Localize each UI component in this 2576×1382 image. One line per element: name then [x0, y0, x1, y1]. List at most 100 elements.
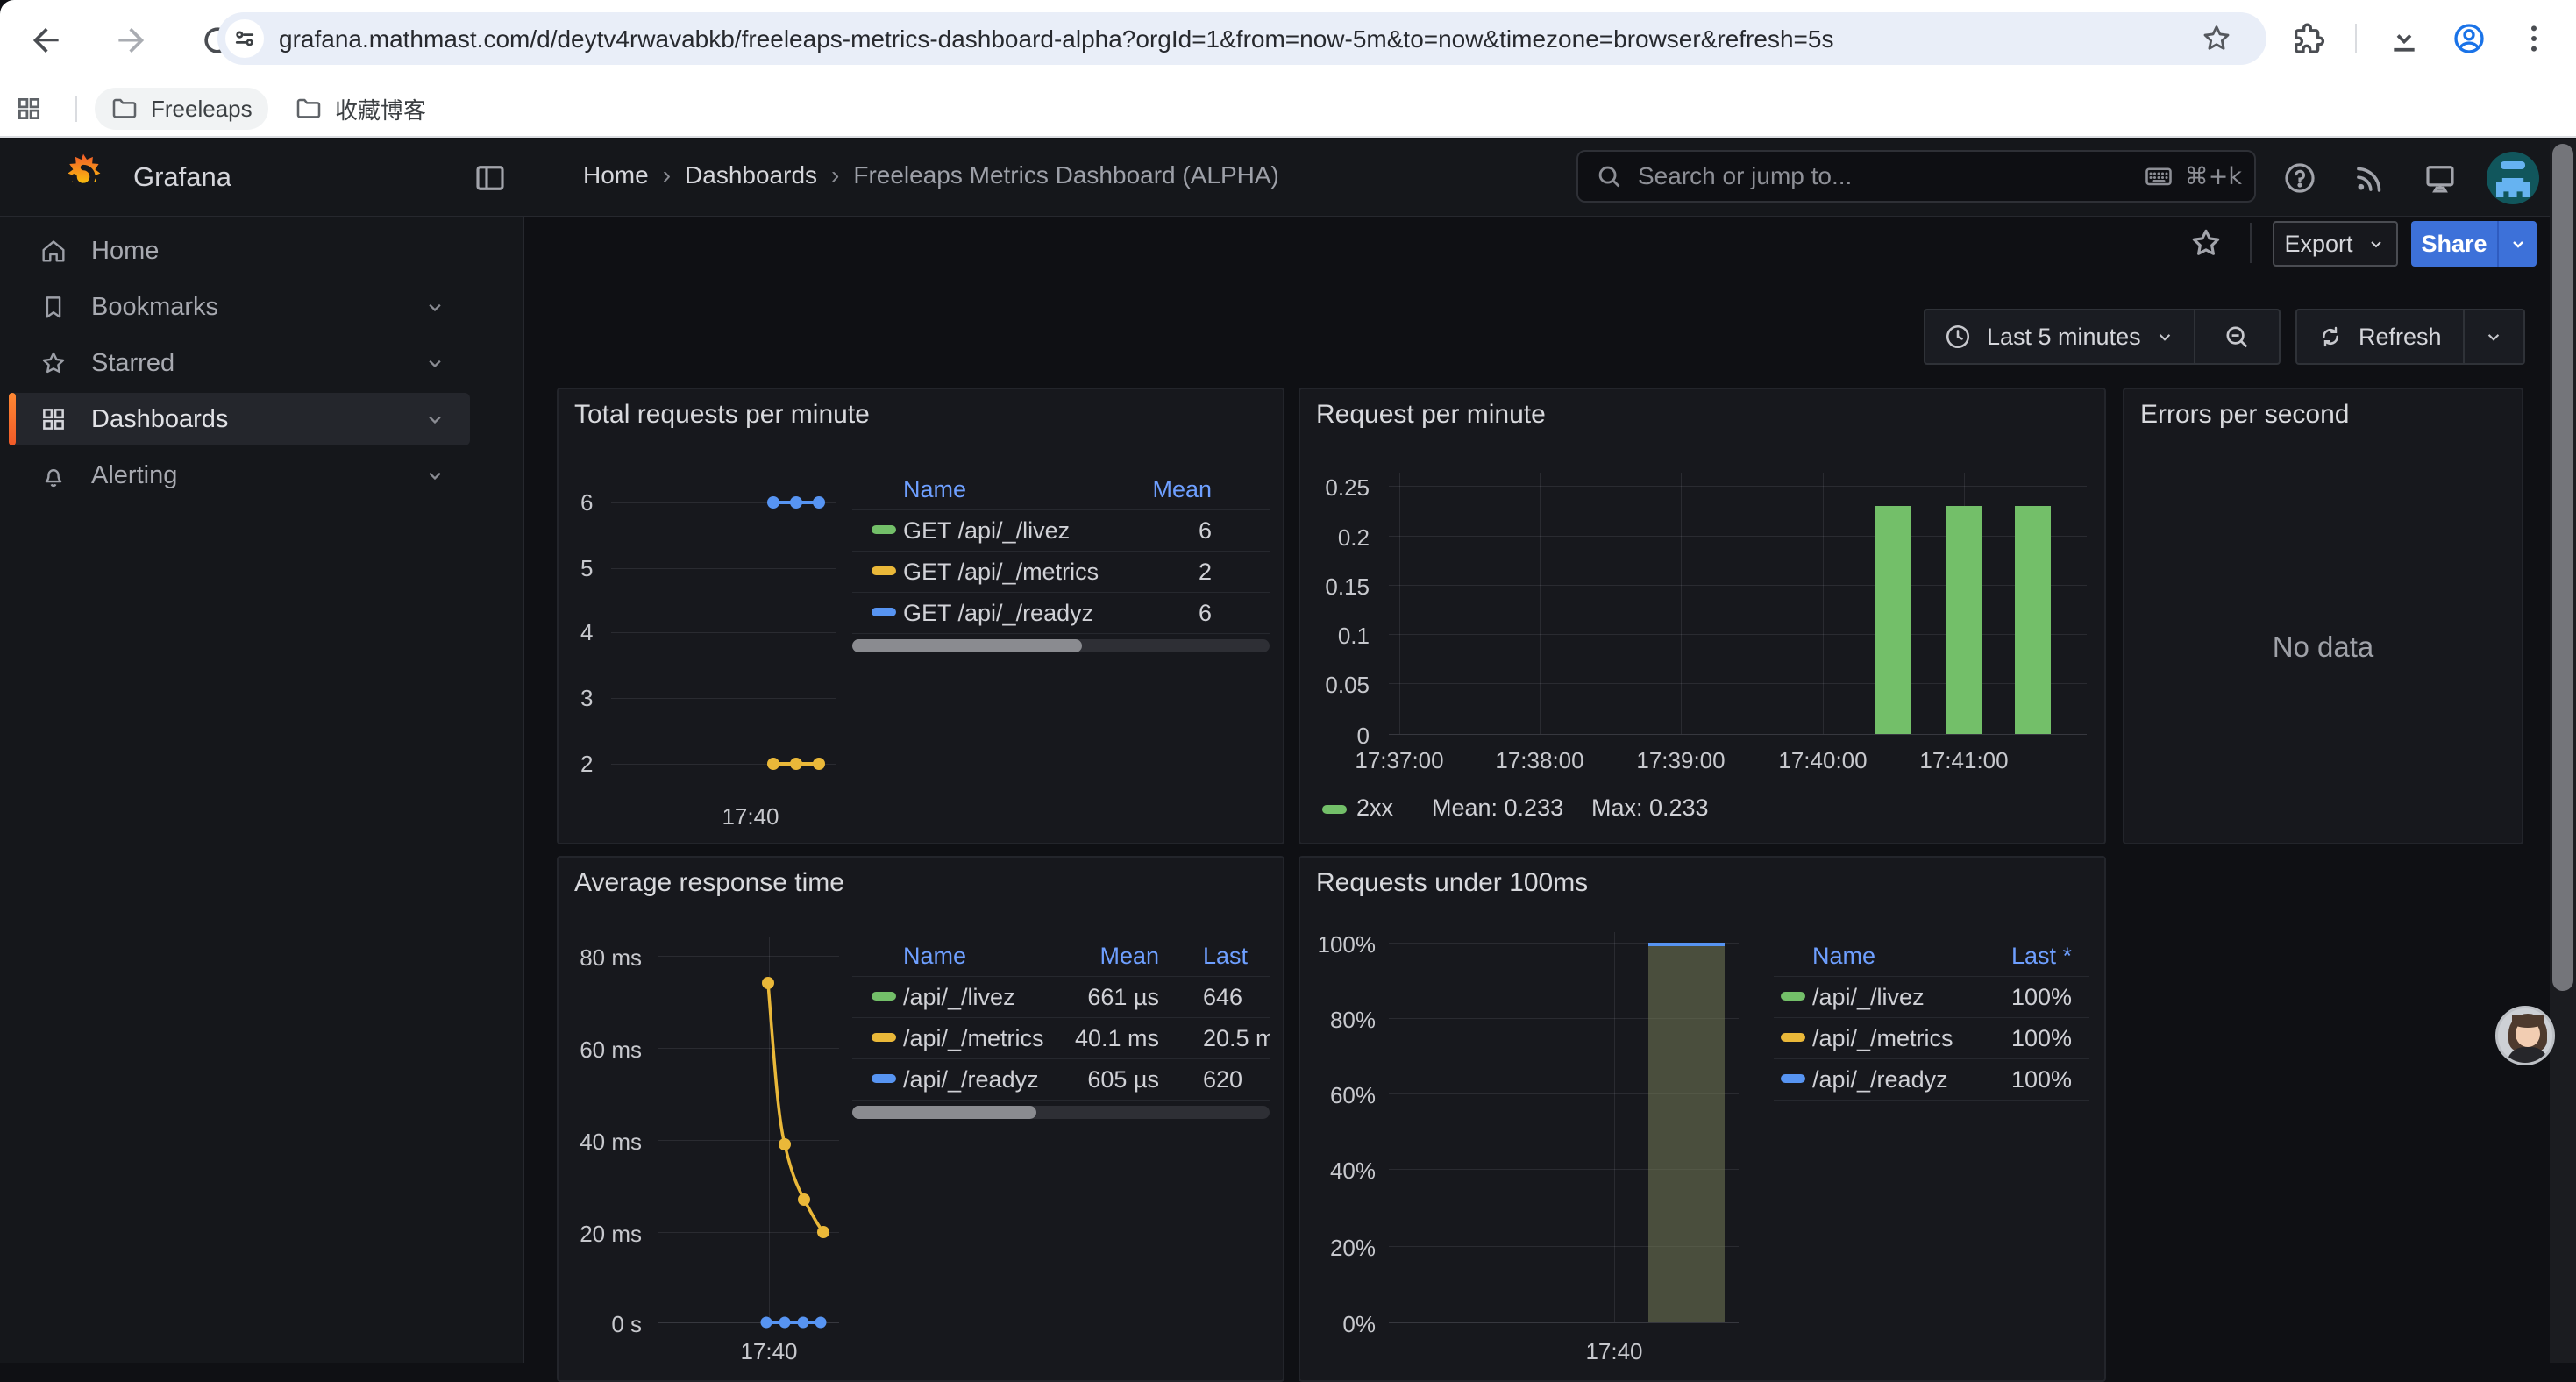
series-swatch[interactable] [872, 525, 896, 534]
breadcrumb-home[interactable]: Home [583, 161, 649, 189]
chevron-down-icon[interactable] [423, 351, 447, 375]
bookmarks-divider [75, 96, 77, 122]
browser-toolbar: grafana.mathmast.com/d/deytv4rwavabkb/fr… [0, 0, 2576, 81]
chevron-down-icon[interactable] [423, 295, 447, 319]
panel-requests-under-100ms[interactable]: Requests under 100ms 100% 80% 60% 40% 20… [1299, 856, 2106, 1382]
series-swatch[interactable] [872, 608, 896, 616]
series-swatch[interactable] [872, 992, 896, 1001]
series-swatch[interactable] [1781, 1074, 1805, 1083]
sidebar-toggle-icon[interactable] [472, 160, 509, 196]
chevron-down-icon[interactable] [423, 463, 447, 488]
panel-errors-per-second[interactable]: Errors per second No data [2123, 388, 2523, 844]
share-button[interactable]: Share [2411, 221, 2497, 267]
downloads-icon[interactable] [2387, 21, 2422, 56]
legend-hscrollbar[interactable] [852, 1106, 1270, 1119]
back-icon[interactable] [26, 21, 65, 60]
chevron-down-icon[interactable] [423, 407, 447, 431]
site-settings-icon[interactable] [225, 19, 264, 58]
bar[interactable] [1946, 506, 1982, 734]
legend-series[interactable]: 2xx [1356, 794, 1394, 821]
legend-name[interactable]: /api/_/livez [903, 984, 1015, 1010]
legend-header-last[interactable]: Last * [1203, 943, 1254, 969]
series-swatch[interactable] [1781, 1033, 1805, 1042]
export-button[interactable]: Export [2273, 221, 2398, 267]
legend-name[interactable]: GET /api/_/livez [903, 517, 1071, 544]
news-rss-icon[interactable] [2352, 160, 2388, 196]
series-swatch[interactable] [1781, 992, 1805, 1001]
legend-header-name[interactable]: Name [903, 476, 967, 502]
breadcrumb-dashboards[interactable]: Dashboards [685, 161, 818, 189]
sidebar-item-label: Bookmarks [91, 292, 219, 321]
bookmark-folder-blogs[interactable]: 收藏博客 [279, 88, 442, 130]
panel-total-requests[interactable]: Total requests per minute 6 5 4 3 2 17:4… [557, 388, 1284, 844]
grafana-logo[interactable] [58, 151, 109, 202]
sidebar-item-starred[interactable]: Starred [9, 337, 470, 389]
search-shortcut: ⌘+k [2184, 162, 2242, 190]
legend-name[interactable]: /api/_/readyz [1812, 1066, 1948, 1093]
menu-icon[interactable] [2516, 21, 2551, 56]
panel-avg-response-time[interactable]: Average response time 80 ms 60 ms 40 ms … [557, 856, 1284, 1382]
y-tick: 0.1 [1337, 623, 1370, 649]
forward-icon[interactable] [112, 21, 151, 60]
legend-header-name[interactable]: Name [903, 943, 967, 969]
zoom-out-icon[interactable] [2222, 322, 2252, 352]
extensions-icon[interactable] [2290, 21, 2325, 56]
panel-title: Requests under 100ms [1316, 868, 1589, 897]
clock-icon [1943, 322, 1973, 352]
x-tick: 17:40:00 [1778, 747, 1868, 773]
bookmark-star-icon[interactable] [2200, 22, 2233, 55]
y-tick: 4 [580, 619, 594, 645]
y-tick: 6 [580, 489, 594, 516]
legend-header-name[interactable]: Name [1812, 943, 1876, 969]
address-bar[interactable]: grafana.mathmast.com/d/deytv4rwavabkb/fr… [217, 12, 2266, 65]
display-icon[interactable] [2422, 160, 2459, 196]
y-tick: 80 ms [580, 944, 642, 971]
chevron-down-icon [2153, 325, 2176, 348]
panel-request-per-minute[interactable]: Request per minute 0.25 0.2 0.15 0.1 0.0… [1299, 388, 2106, 844]
assistant-avatar[interactable] [2495, 1006, 2555, 1065]
sidebar-item-alerting[interactable]: Alerting [9, 449, 470, 502]
legend-mean: 40.1 ms [1074, 1025, 1159, 1051]
time-range-label[interactable]: Last 5 minutes [1987, 323, 2141, 350]
legend-name[interactable]: GET /api/_/readyz [903, 600, 1094, 626]
favorite-dashboard-star-icon[interactable] [2188, 224, 2224, 261]
chevron-down-icon[interactable] [2482, 325, 2505, 348]
legend-hscrollbar[interactable] [852, 639, 1270, 652]
legend-header-mean[interactable]: Mean [1099, 943, 1159, 969]
page-scrollbar[interactable] [2550, 139, 2576, 1363]
apps-grid-icon[interactable] [14, 94, 44, 124]
legend-header-last[interactable]: Last * [2010, 943, 2072, 969]
brand-title: Grafana [133, 161, 232, 192]
sidebar-item-home[interactable]: Home [9, 224, 470, 277]
legend-name[interactable]: /api/_/metrics [1812, 1025, 1953, 1051]
profile-icon[interactable] [2451, 21, 2487, 56]
legend-name[interactable]: GET /api/_/metrics [903, 559, 1099, 585]
legend-name[interactable]: /api/_/livez [1812, 984, 1925, 1010]
series-swatch[interactable] [872, 1074, 896, 1083]
sidebar-item-dashboards[interactable]: Dashboards [9, 393, 470, 445]
area-series[interactable] [1648, 943, 1725, 1322]
legend-last: 620 [1203, 1066, 1243, 1093]
bookmark-folder-freeleaps[interactable]: Freeleaps [95, 88, 268, 130]
search-input[interactable]: Search or jump to... ⌘+k [1576, 150, 2256, 203]
legend-name[interactable]: /api/_/readyz [903, 1066, 1039, 1093]
legend-name[interactable]: /api/_/metrics [903, 1025, 1044, 1051]
bar[interactable] [2015, 506, 2051, 734]
help-icon[interactable] [2281, 160, 2318, 196]
user-avatar[interactable] [2487, 152, 2539, 204]
series-swatch[interactable] [872, 566, 896, 575]
legend-header-mean[interactable]: Mean [1152, 476, 1212, 502]
share-menu-button[interactable] [2497, 221, 2537, 267]
series-swatch[interactable] [872, 1033, 896, 1042]
bookmark-label: 收藏博客 [335, 96, 427, 124]
sidebar-item-bookmarks[interactable]: Bookmarks [9, 281, 470, 333]
folder-icon [295, 95, 323, 123]
url-text[interactable]: grafana.mathmast.com/d/deytv4rwavabkb/fr… [279, 25, 1834, 53]
refresh-label[interactable]: Refresh [2359, 323, 2442, 350]
grafana-header: Grafana Home › Dashboards › Freeleaps Metric… [0, 139, 2576, 217]
scrollbar-thumb[interactable] [2552, 144, 2573, 991]
bar[interactable] [1875, 506, 1911, 734]
legend-mean: 6 [1198, 600, 1212, 626]
legend-mean: 661 µs [1087, 984, 1159, 1010]
series-swatch[interactable] [1322, 805, 1347, 814]
